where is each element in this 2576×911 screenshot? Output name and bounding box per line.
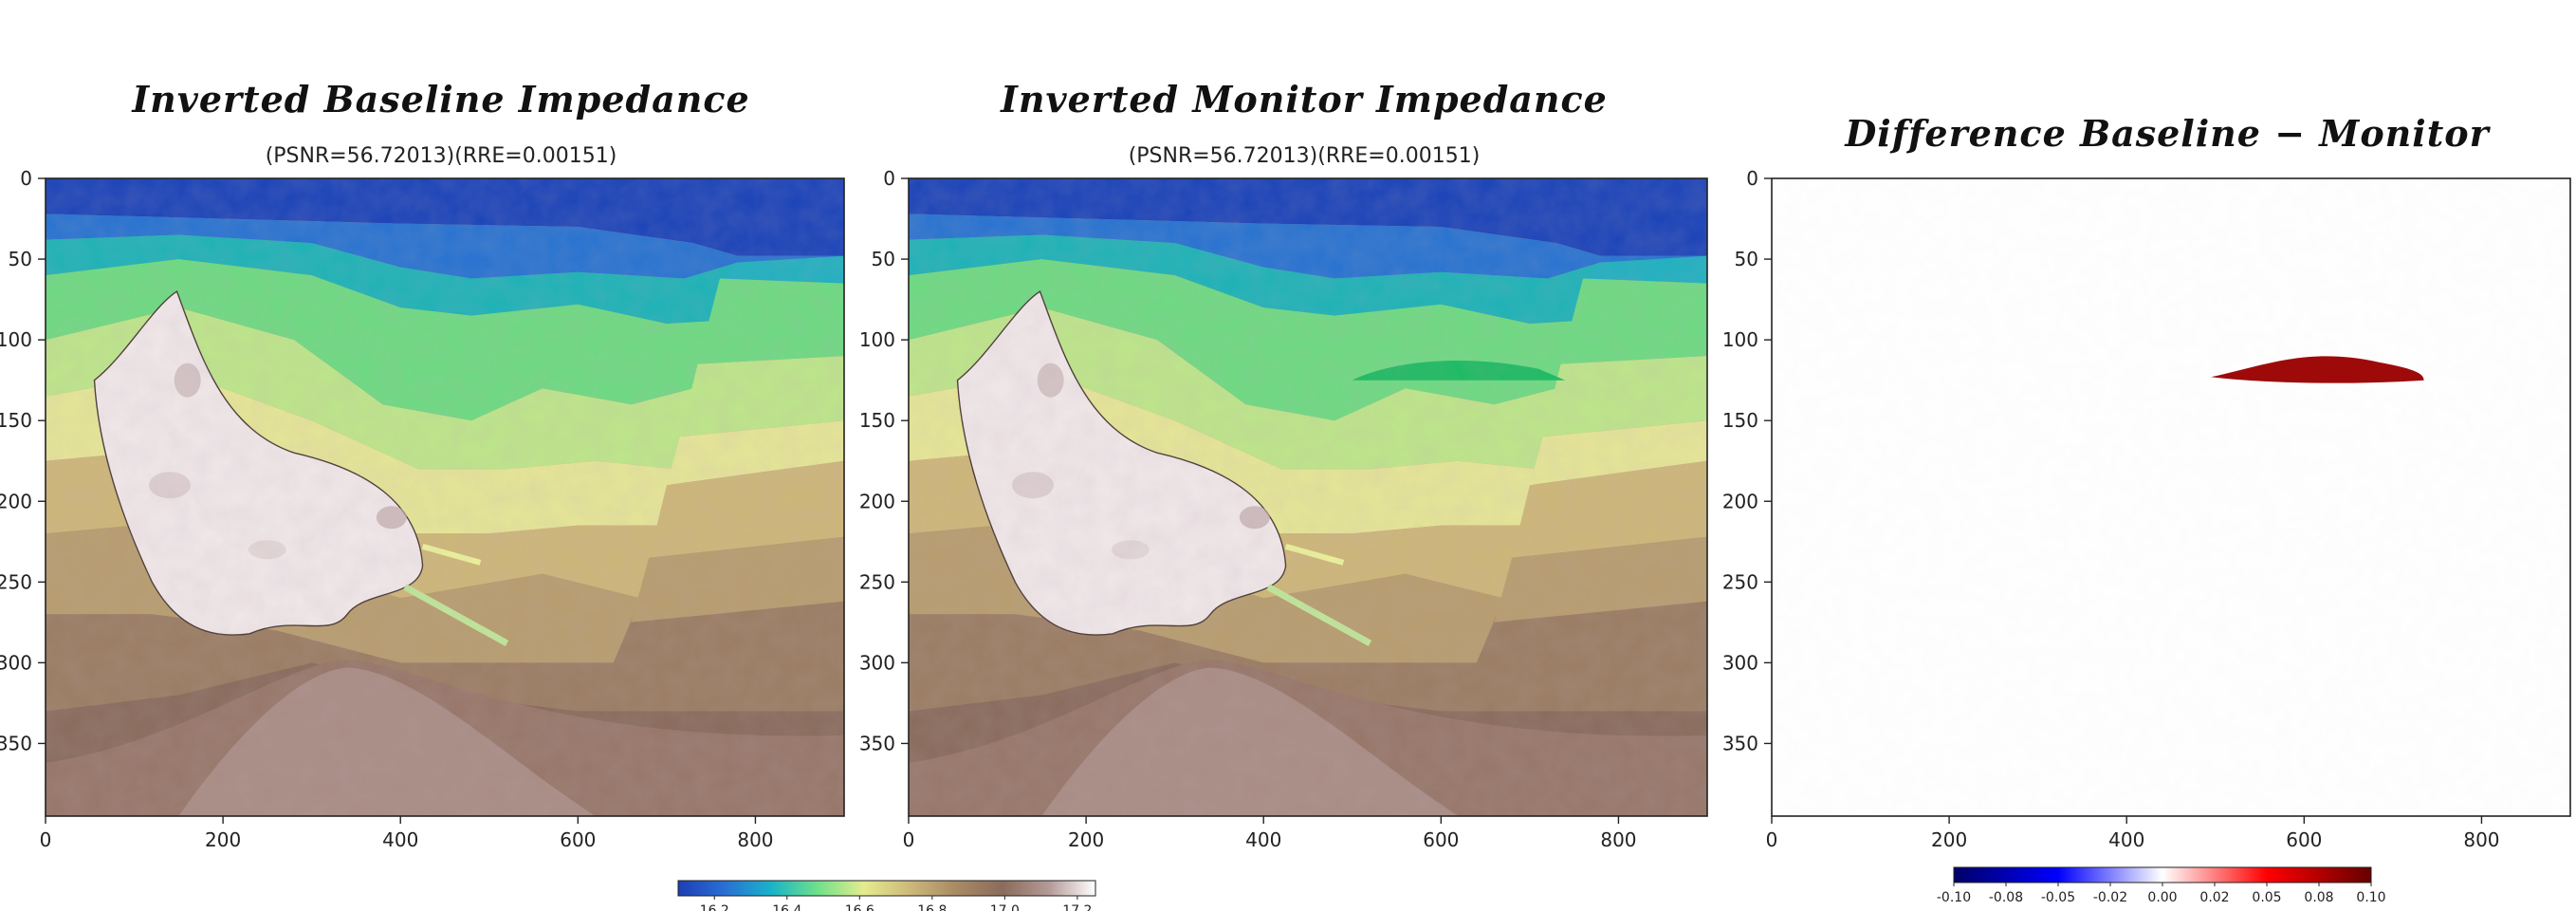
y-tick-label: 200 xyxy=(1722,490,1758,512)
y-tick-label: 150 xyxy=(1722,409,1758,432)
y-tick-label: 0 xyxy=(883,167,895,190)
x-tick-label: 600 xyxy=(1423,828,1459,851)
chart1-plot-area xyxy=(46,178,844,816)
y-tick-label: 200 xyxy=(0,490,32,512)
y-tick-label: 200 xyxy=(859,490,895,512)
chart2: 0 200 400 600 800 0 50 100 150 200 250 300 350 xyxy=(859,167,1708,851)
y-tick-label: 100 xyxy=(0,328,32,351)
y-tick-label: 250 xyxy=(0,570,32,593)
x-tick-label: 600 xyxy=(2286,828,2322,851)
y-tick-label: 100 xyxy=(1722,328,1758,351)
x-tick-label: 400 xyxy=(382,828,418,851)
y-tick-label: 50 xyxy=(1735,248,1758,270)
y-tick-label: 50 xyxy=(9,248,32,270)
y-tick-label: 0 xyxy=(20,167,32,190)
colorbar-tick-label: -0.05 xyxy=(2041,890,2075,905)
colorbar-difference-gradient xyxy=(1953,866,2372,883)
colorbar-tick-label: 17.2 xyxy=(1062,903,1092,911)
colorbar-tick-label: 16.4 xyxy=(772,903,801,911)
difference-anomaly xyxy=(2211,356,2424,383)
noise-texture xyxy=(909,178,1707,816)
x-tick-label: 400 xyxy=(1245,828,1281,851)
colorbar-impedance: 16.2 16.4 16.6 16.8 17.0 17.2 xyxy=(677,880,1096,911)
colorbar-difference: -0.10 -0.08 -0.05 -0.02 0.00 0.02 0.05 0.08 0.10 xyxy=(1937,866,2386,905)
y-tick-label: 300 xyxy=(859,651,895,674)
noise-texture xyxy=(46,178,844,816)
chart2-frame xyxy=(908,177,1708,817)
chart1-frame xyxy=(45,177,845,817)
colorbar-tick-label: -0.10 xyxy=(1937,890,1971,905)
x-tick-label: 800 xyxy=(1600,828,1636,851)
y-tick-label: 100 xyxy=(859,328,895,351)
colorbar-impedance-gradient xyxy=(677,880,1096,897)
colorbar-tick-label: 0.05 xyxy=(2252,890,2281,905)
y-tick-label: 300 xyxy=(1722,651,1758,674)
chart3-frame xyxy=(1771,177,2571,817)
colorbar-tick-label: 0.00 xyxy=(2147,890,2177,905)
y-tick-label: 250 xyxy=(1722,570,1758,593)
x-tick-label: 400 xyxy=(2108,828,2144,851)
chart3: 0 200 400 600 800 0 50 100 150 200 250 300 350 xyxy=(1722,167,2571,851)
colorbar-tick-label: 0.08 xyxy=(2304,890,2333,905)
x-tick-label: 800 xyxy=(2463,828,2499,851)
x-tick-label: 0 xyxy=(903,828,915,851)
colorbar-tick-label: 16.6 xyxy=(845,903,874,911)
y-tick-label: 350 xyxy=(1722,732,1758,754)
chart3-plot-area xyxy=(1772,178,2570,816)
y-tick-label: 350 xyxy=(0,732,32,754)
y-tick-label: 150 xyxy=(859,409,895,432)
chart1: 0 200 400 600 800 0 50 100 150 200 250 300 350 xyxy=(0,167,845,851)
colorbar-tick-label: 17.0 xyxy=(990,903,1020,911)
y-tick-label: 0 xyxy=(1746,167,1758,190)
chart2-subtitle: (PSNR=56.72013)(RRE=0.00151) xyxy=(1128,144,1481,168)
colorbar-tick-label: 16.2 xyxy=(700,903,729,911)
chart2-plot-area xyxy=(909,178,1707,816)
chart1-title: Inverted Baseline Impedance xyxy=(132,78,750,121)
x-tick-label: 200 xyxy=(1931,828,1967,851)
x-tick-label: 200 xyxy=(1068,828,1104,851)
x-tick-label: 800 xyxy=(737,828,773,851)
colorbar-tick-label: -0.02 xyxy=(2093,890,2127,905)
y-tick-label: 300 xyxy=(0,651,32,674)
x-tick-label: 0 xyxy=(1766,828,1778,851)
y-tick-label: 50 xyxy=(872,248,895,270)
x-tick-label: 0 xyxy=(40,828,52,851)
x-tick-label: 600 xyxy=(560,828,596,851)
chart2-title: Inverted Monitor Impedance xyxy=(1001,78,1608,121)
colorbar-tick-label: 0.02 xyxy=(2199,890,2229,905)
colorbar-tick-label: 16.8 xyxy=(917,903,947,911)
colorbar-tick-label: 0.10 xyxy=(2356,890,2385,905)
chart1-subtitle: (PSNR=56.72013)(RRE=0.00151) xyxy=(265,144,617,168)
y-tick-label: 250 xyxy=(859,570,895,593)
y-tick-label: 150 xyxy=(0,409,32,432)
chart3-title: Difference Baseline − Monitor xyxy=(1845,112,2490,155)
diff-noise xyxy=(1772,178,2570,816)
colorbar-tick-label: -0.08 xyxy=(1989,890,2023,905)
y-tick-label: 350 xyxy=(859,732,895,754)
x-tick-label: 200 xyxy=(205,828,241,851)
